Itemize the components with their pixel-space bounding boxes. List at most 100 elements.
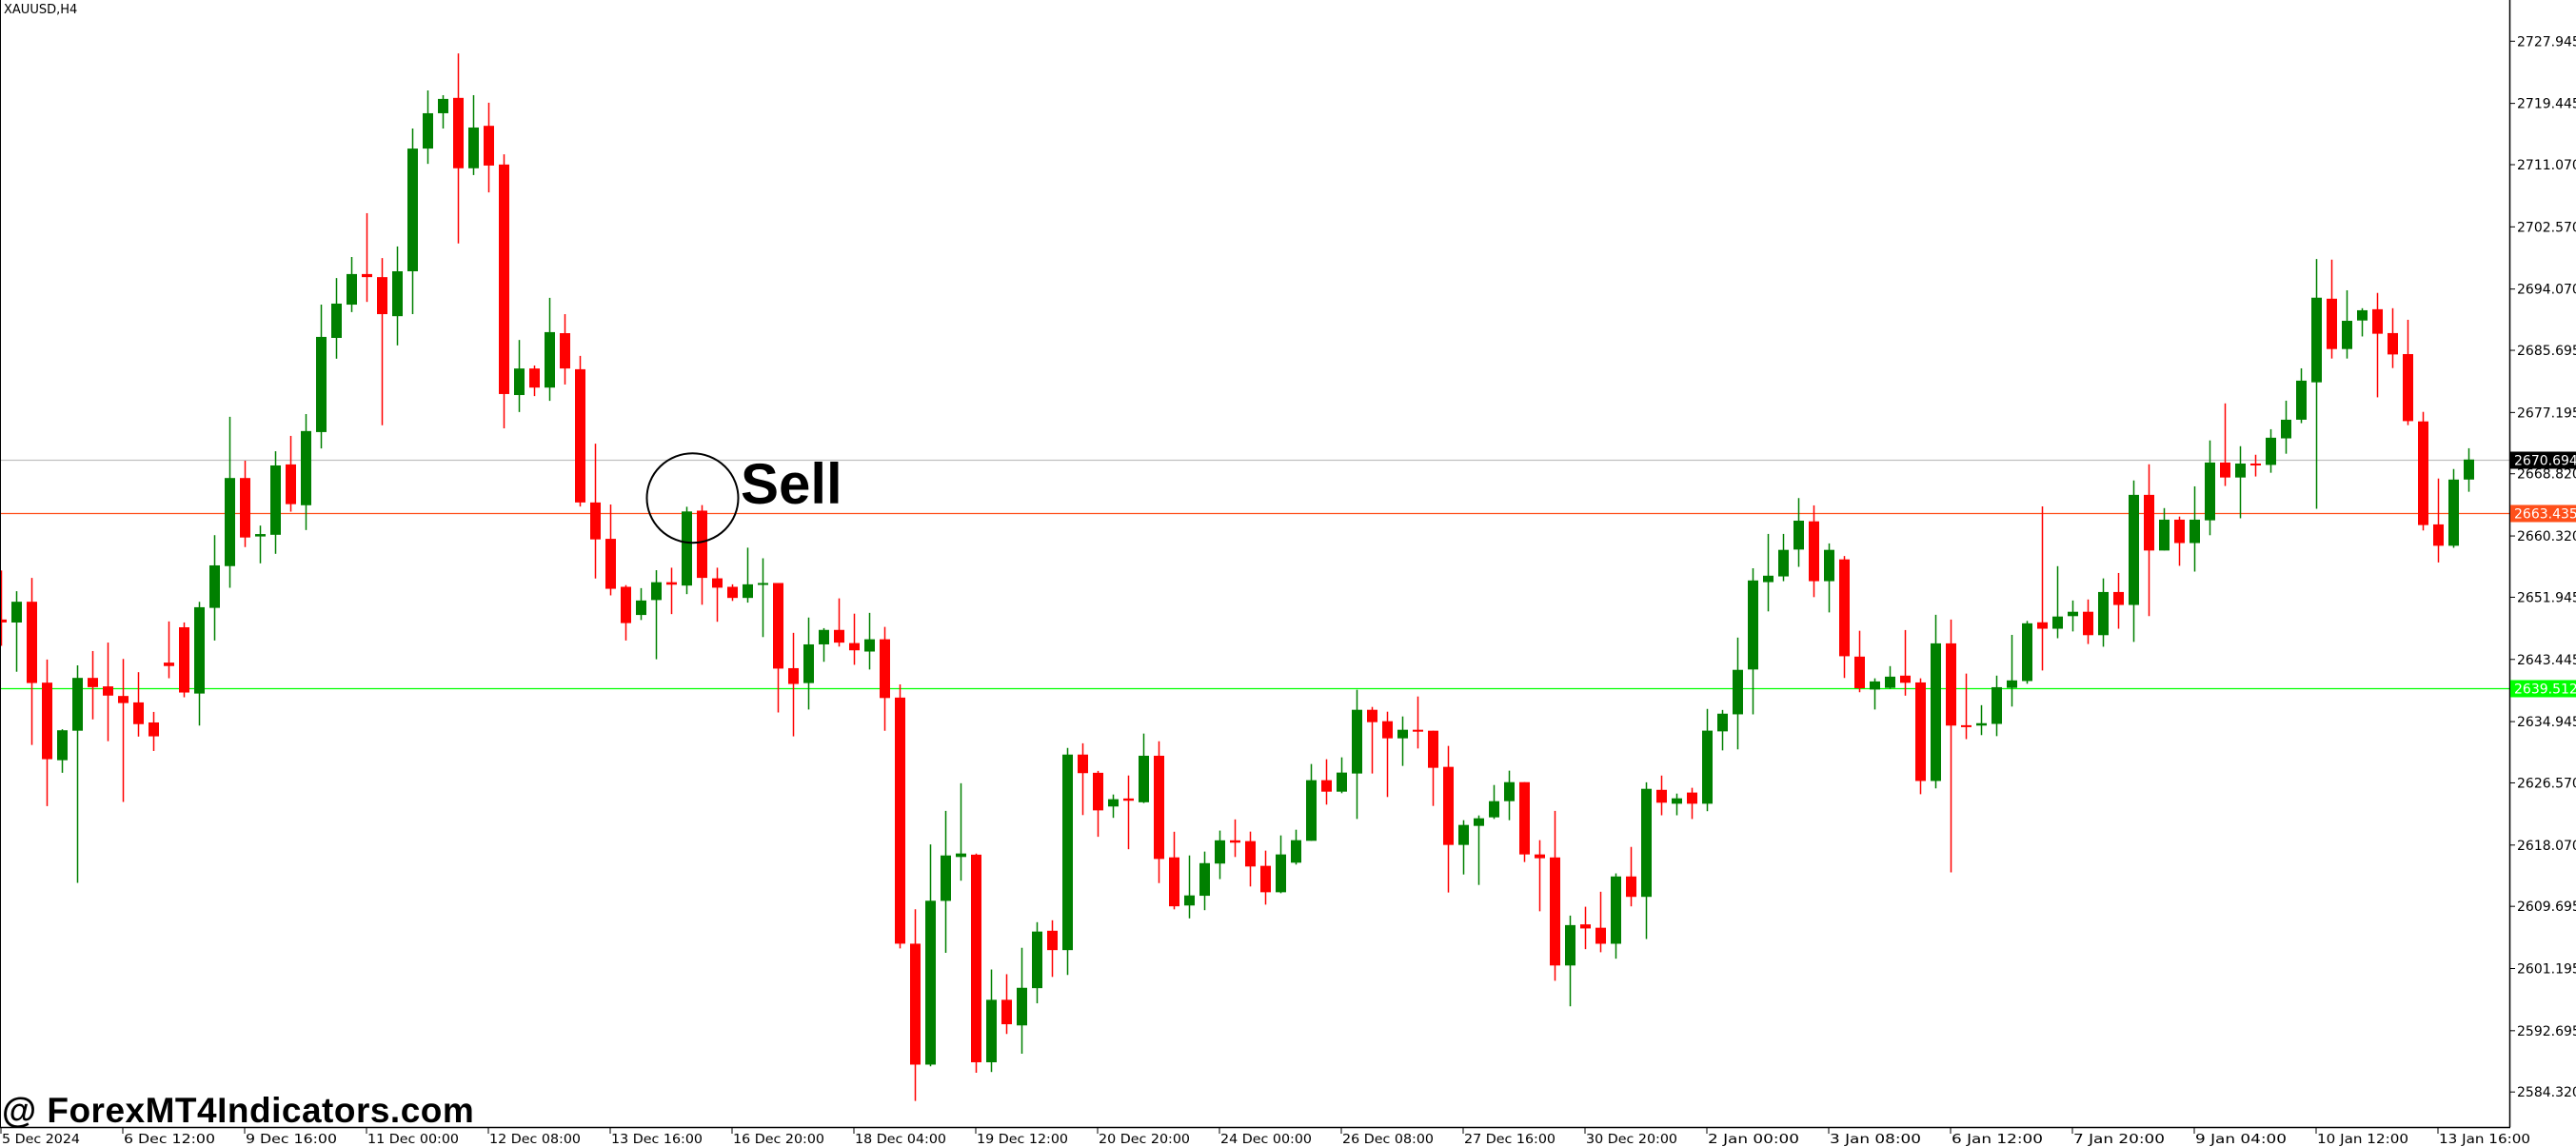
candle-body — [1961, 724, 1972, 727]
price-axis[interactable]: 2727.945 2719.445 2711.070 2702.570 2694.070… — [2510, 34, 2576, 1100]
x-tick-label: 7 Jan 20:00 — [2073, 1132, 2165, 1147]
candle — [1123, 775, 1134, 850]
candle-body — [392, 270, 403, 317]
candle — [2311, 259, 2322, 509]
candle-body — [133, 702, 144, 724]
x-tick-label: 26 Dec 08:00 — [1342, 1132, 1434, 1147]
candle — [453, 53, 464, 244]
y-tick-label: 2694.070 — [2517, 283, 2576, 298]
candle — [1276, 835, 1286, 894]
x-tick-label: 11 Dec 00:00 — [367, 1132, 459, 1147]
candle — [1443, 745, 1454, 893]
candle — [1337, 757, 1347, 794]
candle — [743, 547, 753, 603]
candle — [1154, 741, 1164, 883]
price-lines — [0, 459, 2509, 690]
candle-body — [2448, 479, 2459, 546]
candle — [1352, 689, 1362, 820]
candle — [2220, 403, 2230, 486]
y-tick-label: 2727.945 — [2517, 34, 2576, 49]
candle-body — [605, 539, 616, 589]
candle-body — [1352, 709, 1362, 774]
candle-body — [1824, 549, 1834, 582]
candle-body — [225, 478, 235, 566]
candle-body — [1702, 730, 1713, 804]
y-tick-label: 2711.070 — [2517, 158, 2576, 173]
x-tick-label: 9 Jan 04:00 — [2195, 1132, 2287, 1147]
candle — [331, 278, 342, 359]
price-line-label-bg — [2510, 504, 2576, 523]
candle — [2433, 478, 2444, 563]
candle — [438, 94, 448, 129]
candle — [42, 659, 52, 806]
x-tick-label: 6 Dec 12:00 — [124, 1132, 215, 1147]
candle — [225, 416, 235, 588]
candle — [149, 711, 159, 751]
candle — [2266, 428, 2276, 473]
candle-body — [1428, 730, 1438, 768]
candle-body — [2296, 380, 2307, 420]
candle — [1367, 706, 1377, 774]
candle-body — [209, 564, 220, 608]
y-tick-label: 2592.695 — [2517, 1024, 2576, 1039]
candle-body — [2464, 459, 2474, 480]
candle — [209, 535, 220, 641]
candle-body — [1245, 840, 1256, 867]
candle-body — [1504, 781, 1515, 801]
candles — [0, 53, 2474, 1101]
candle — [2144, 464, 2154, 617]
candle-body — [1199, 862, 1210, 897]
candle — [2129, 480, 2139, 643]
candle — [1001, 974, 1012, 1035]
candle — [2190, 485, 2200, 572]
candle — [514, 340, 525, 412]
candle-body — [1215, 840, 1225, 864]
candle-body — [1458, 824, 1469, 845]
candle-body — [1047, 930, 1058, 951]
candle-body — [286, 464, 296, 504]
x-tick-label: 24 Dec 00:00 — [1220, 1132, 1312, 1147]
price-line-label-bg — [2510, 451, 2576, 469]
candle — [864, 612, 875, 670]
candle — [316, 305, 327, 449]
candle — [621, 584, 631, 641]
x-tick-label: 5 Dec 2024 — [2, 1132, 80, 1147]
candle-body — [1900, 675, 1911, 683]
candle-body — [1809, 521, 1819, 582]
candle-body — [1321, 780, 1332, 792]
candle — [1199, 851, 1210, 911]
candle-body — [1976, 722, 1987, 726]
candle — [2068, 600, 2078, 632]
candle — [377, 258, 387, 425]
candle — [1961, 673, 1972, 740]
candle-body — [2098, 591, 2109, 636]
candle-body — [2418, 421, 2428, 525]
candle-body — [1032, 931, 1042, 989]
candle — [2342, 289, 2352, 359]
candle — [499, 154, 509, 429]
candle — [1519, 781, 1530, 862]
candle-body — [2083, 611, 2093, 636]
sell-circle-marker — [645, 452, 740, 544]
candle-body — [2403, 353, 2413, 422]
candle — [1946, 619, 1956, 873]
candle — [590, 444, 601, 579]
candle-body — [2372, 308, 2383, 334]
candle-body — [2235, 463, 2246, 478]
candle — [1321, 759, 1332, 805]
candle-body — [2342, 321, 2352, 349]
candle — [270, 451, 281, 554]
candle — [1565, 915, 1575, 1007]
candle — [72, 664, 83, 883]
candle-body — [849, 643, 860, 651]
candle-body — [2037, 622, 2048, 629]
candle — [179, 622, 189, 698]
price-line-label: 2670.694 — [2514, 454, 2576, 469]
candle-body — [1611, 876, 1621, 944]
candle-body — [2327, 298, 2337, 349]
time-axis[interactable]: 5 Dec 2024 6 Dec 12:00 9 Dec 16:00 11 Dec 0… — [0, 1128, 2530, 1147]
y-tick-label: 2685.695 — [2517, 344, 2576, 359]
candle — [1413, 696, 1423, 749]
candle-body — [423, 112, 433, 149]
